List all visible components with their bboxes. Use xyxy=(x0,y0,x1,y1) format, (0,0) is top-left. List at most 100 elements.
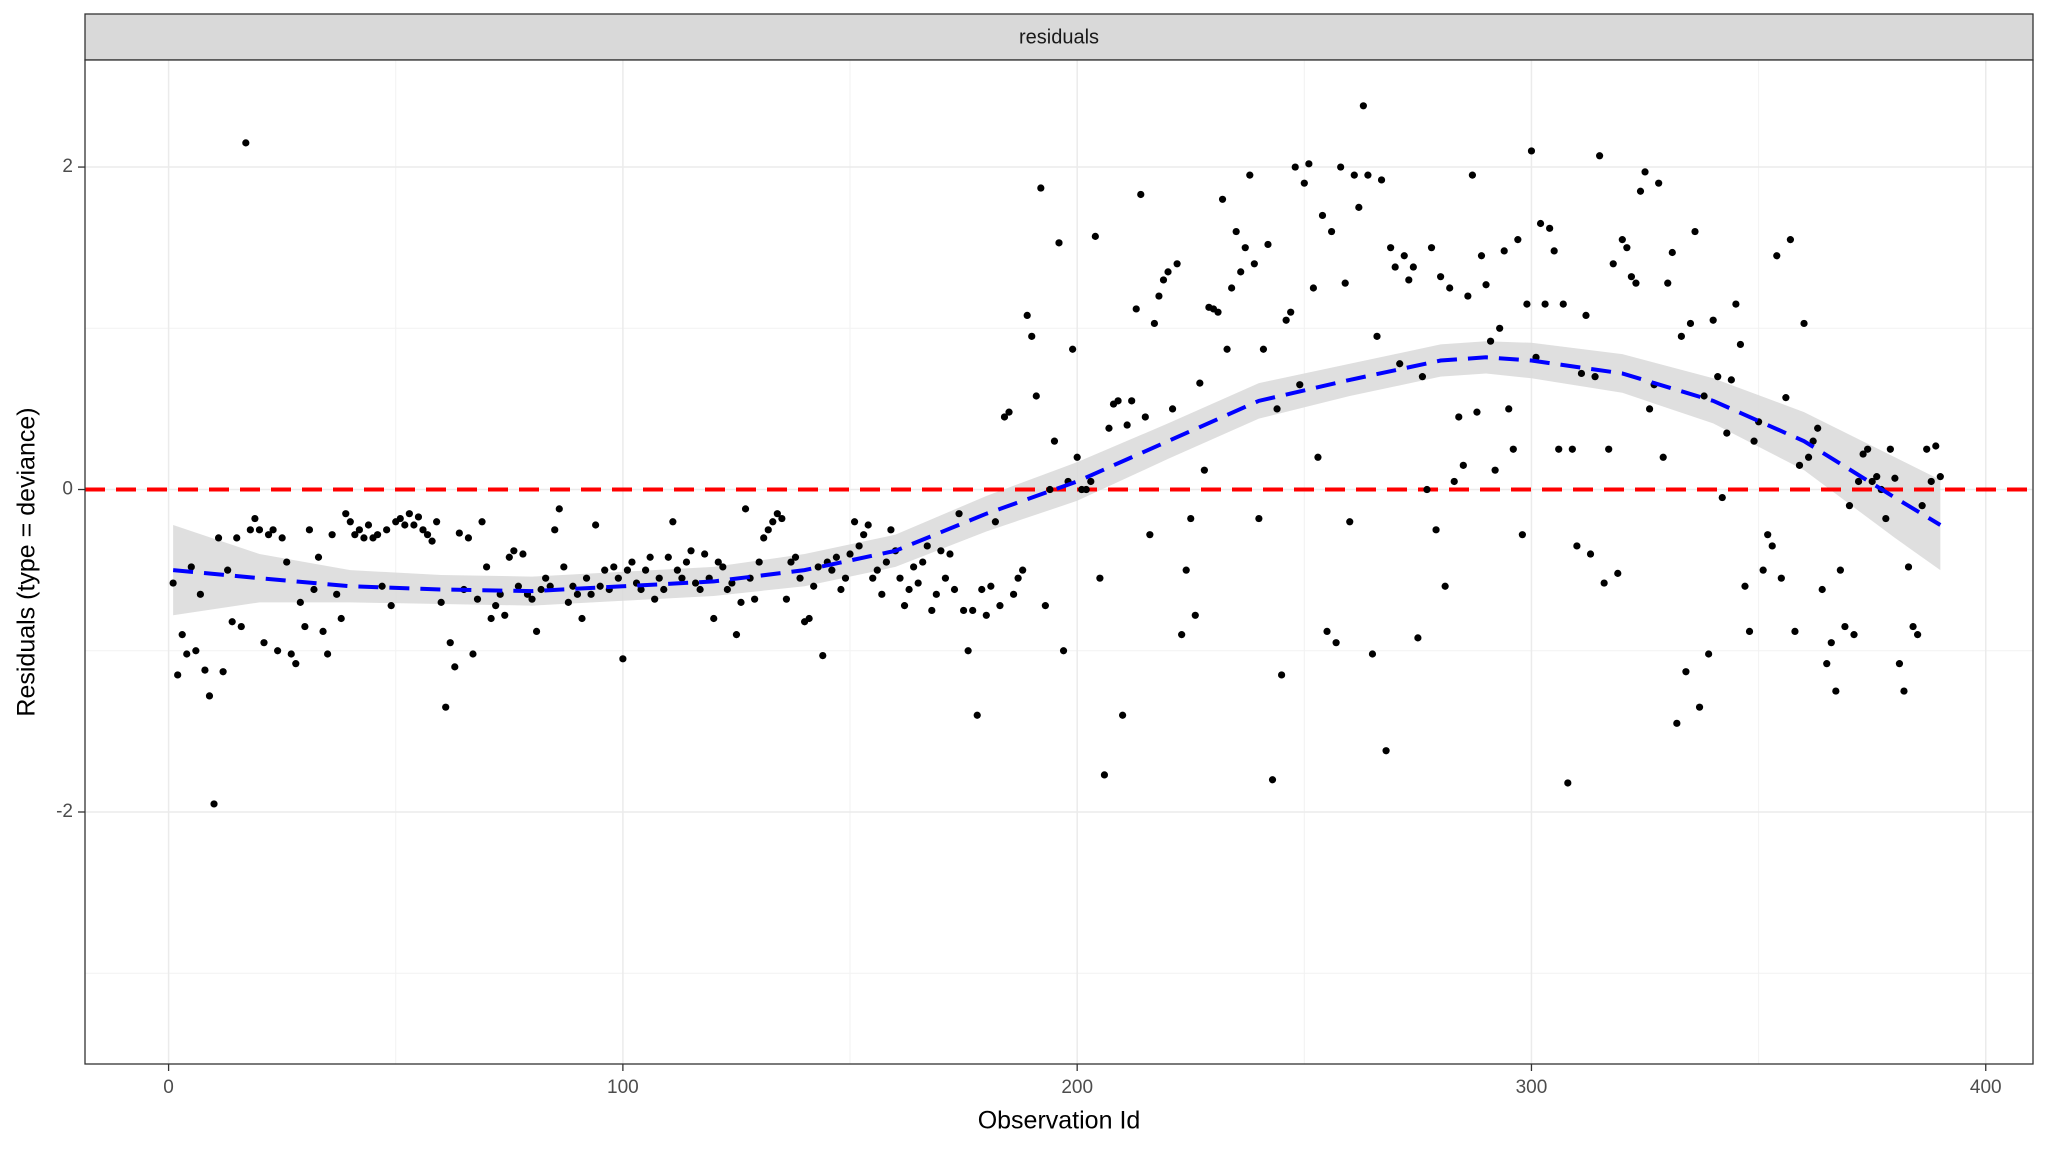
point xyxy=(1677,332,1685,340)
point xyxy=(1564,779,1572,787)
point xyxy=(1723,429,1731,437)
point xyxy=(973,711,981,719)
point xyxy=(446,639,454,647)
point xyxy=(1128,397,1136,405)
point xyxy=(950,585,959,594)
point xyxy=(1173,260,1181,268)
point xyxy=(505,553,513,561)
point xyxy=(751,595,759,603)
point xyxy=(469,650,477,658)
point xyxy=(1414,634,1422,642)
point xyxy=(387,602,395,610)
point xyxy=(1318,211,1327,220)
point xyxy=(1196,379,1204,387)
point xyxy=(219,668,227,676)
point xyxy=(442,703,450,711)
point xyxy=(1750,437,1758,445)
point xyxy=(373,531,382,539)
point xyxy=(410,521,418,529)
point xyxy=(1350,171,1358,179)
point xyxy=(1509,445,1517,453)
point xyxy=(1664,279,1672,287)
point xyxy=(1146,531,1154,539)
point xyxy=(1682,668,1690,676)
point xyxy=(1023,311,1031,319)
point xyxy=(1718,493,1726,502)
point xyxy=(832,553,840,561)
point xyxy=(760,534,768,542)
point xyxy=(1291,163,1299,171)
point xyxy=(1200,466,1208,474)
point xyxy=(1882,514,1890,523)
point xyxy=(1864,445,1872,453)
point xyxy=(251,514,259,523)
point xyxy=(1695,703,1704,711)
point xyxy=(405,510,413,518)
point xyxy=(237,622,245,631)
point xyxy=(1259,345,1268,353)
point xyxy=(283,558,291,566)
point xyxy=(1714,373,1722,381)
point xyxy=(564,598,572,606)
point xyxy=(1895,660,1904,668)
point xyxy=(1155,292,1163,300)
point xyxy=(174,671,182,679)
point xyxy=(510,547,518,555)
point xyxy=(1264,240,1272,249)
point xyxy=(1904,563,1913,571)
point xyxy=(819,651,827,660)
point xyxy=(728,579,736,587)
point xyxy=(896,574,904,582)
point xyxy=(1836,566,1844,574)
point xyxy=(360,534,368,542)
point xyxy=(1768,542,1776,550)
point xyxy=(1087,477,1095,486)
point xyxy=(1400,252,1408,260)
point xyxy=(1800,319,1808,328)
point xyxy=(1069,345,1077,353)
point xyxy=(555,505,563,513)
point xyxy=(364,521,373,529)
point xyxy=(569,582,577,590)
point xyxy=(205,692,214,700)
point xyxy=(850,518,859,526)
point xyxy=(1827,639,1835,647)
point xyxy=(1468,171,1477,179)
point xyxy=(1073,453,1081,461)
point xyxy=(810,582,818,590)
point xyxy=(928,606,936,615)
facet-strip xyxy=(84,13,2034,61)
point xyxy=(1773,252,1781,260)
point xyxy=(619,655,627,663)
point xyxy=(592,521,600,529)
point xyxy=(1332,639,1340,647)
point xyxy=(996,602,1004,610)
point xyxy=(1450,477,1458,486)
point xyxy=(1591,373,1599,381)
point xyxy=(1218,195,1227,203)
point xyxy=(1873,473,1881,481)
point xyxy=(1832,687,1840,695)
point xyxy=(314,553,323,561)
point xyxy=(910,563,918,571)
point xyxy=(532,627,541,636)
point xyxy=(1559,300,1567,308)
point xyxy=(1536,219,1545,228)
point xyxy=(1705,650,1713,658)
point xyxy=(1405,276,1413,284)
point xyxy=(860,531,868,539)
point xyxy=(964,647,972,655)
point xyxy=(769,518,777,526)
y-tick-label: -2 xyxy=(56,801,73,822)
point xyxy=(1477,252,1486,260)
strip-label: residuals xyxy=(1019,26,1099,48)
point xyxy=(732,631,741,639)
point xyxy=(255,526,264,534)
point xyxy=(1868,477,1876,486)
point xyxy=(1278,671,1286,679)
point xyxy=(1019,566,1027,574)
point xyxy=(1432,526,1440,534)
point xyxy=(183,650,191,658)
point xyxy=(1391,263,1399,271)
point xyxy=(1373,332,1381,340)
